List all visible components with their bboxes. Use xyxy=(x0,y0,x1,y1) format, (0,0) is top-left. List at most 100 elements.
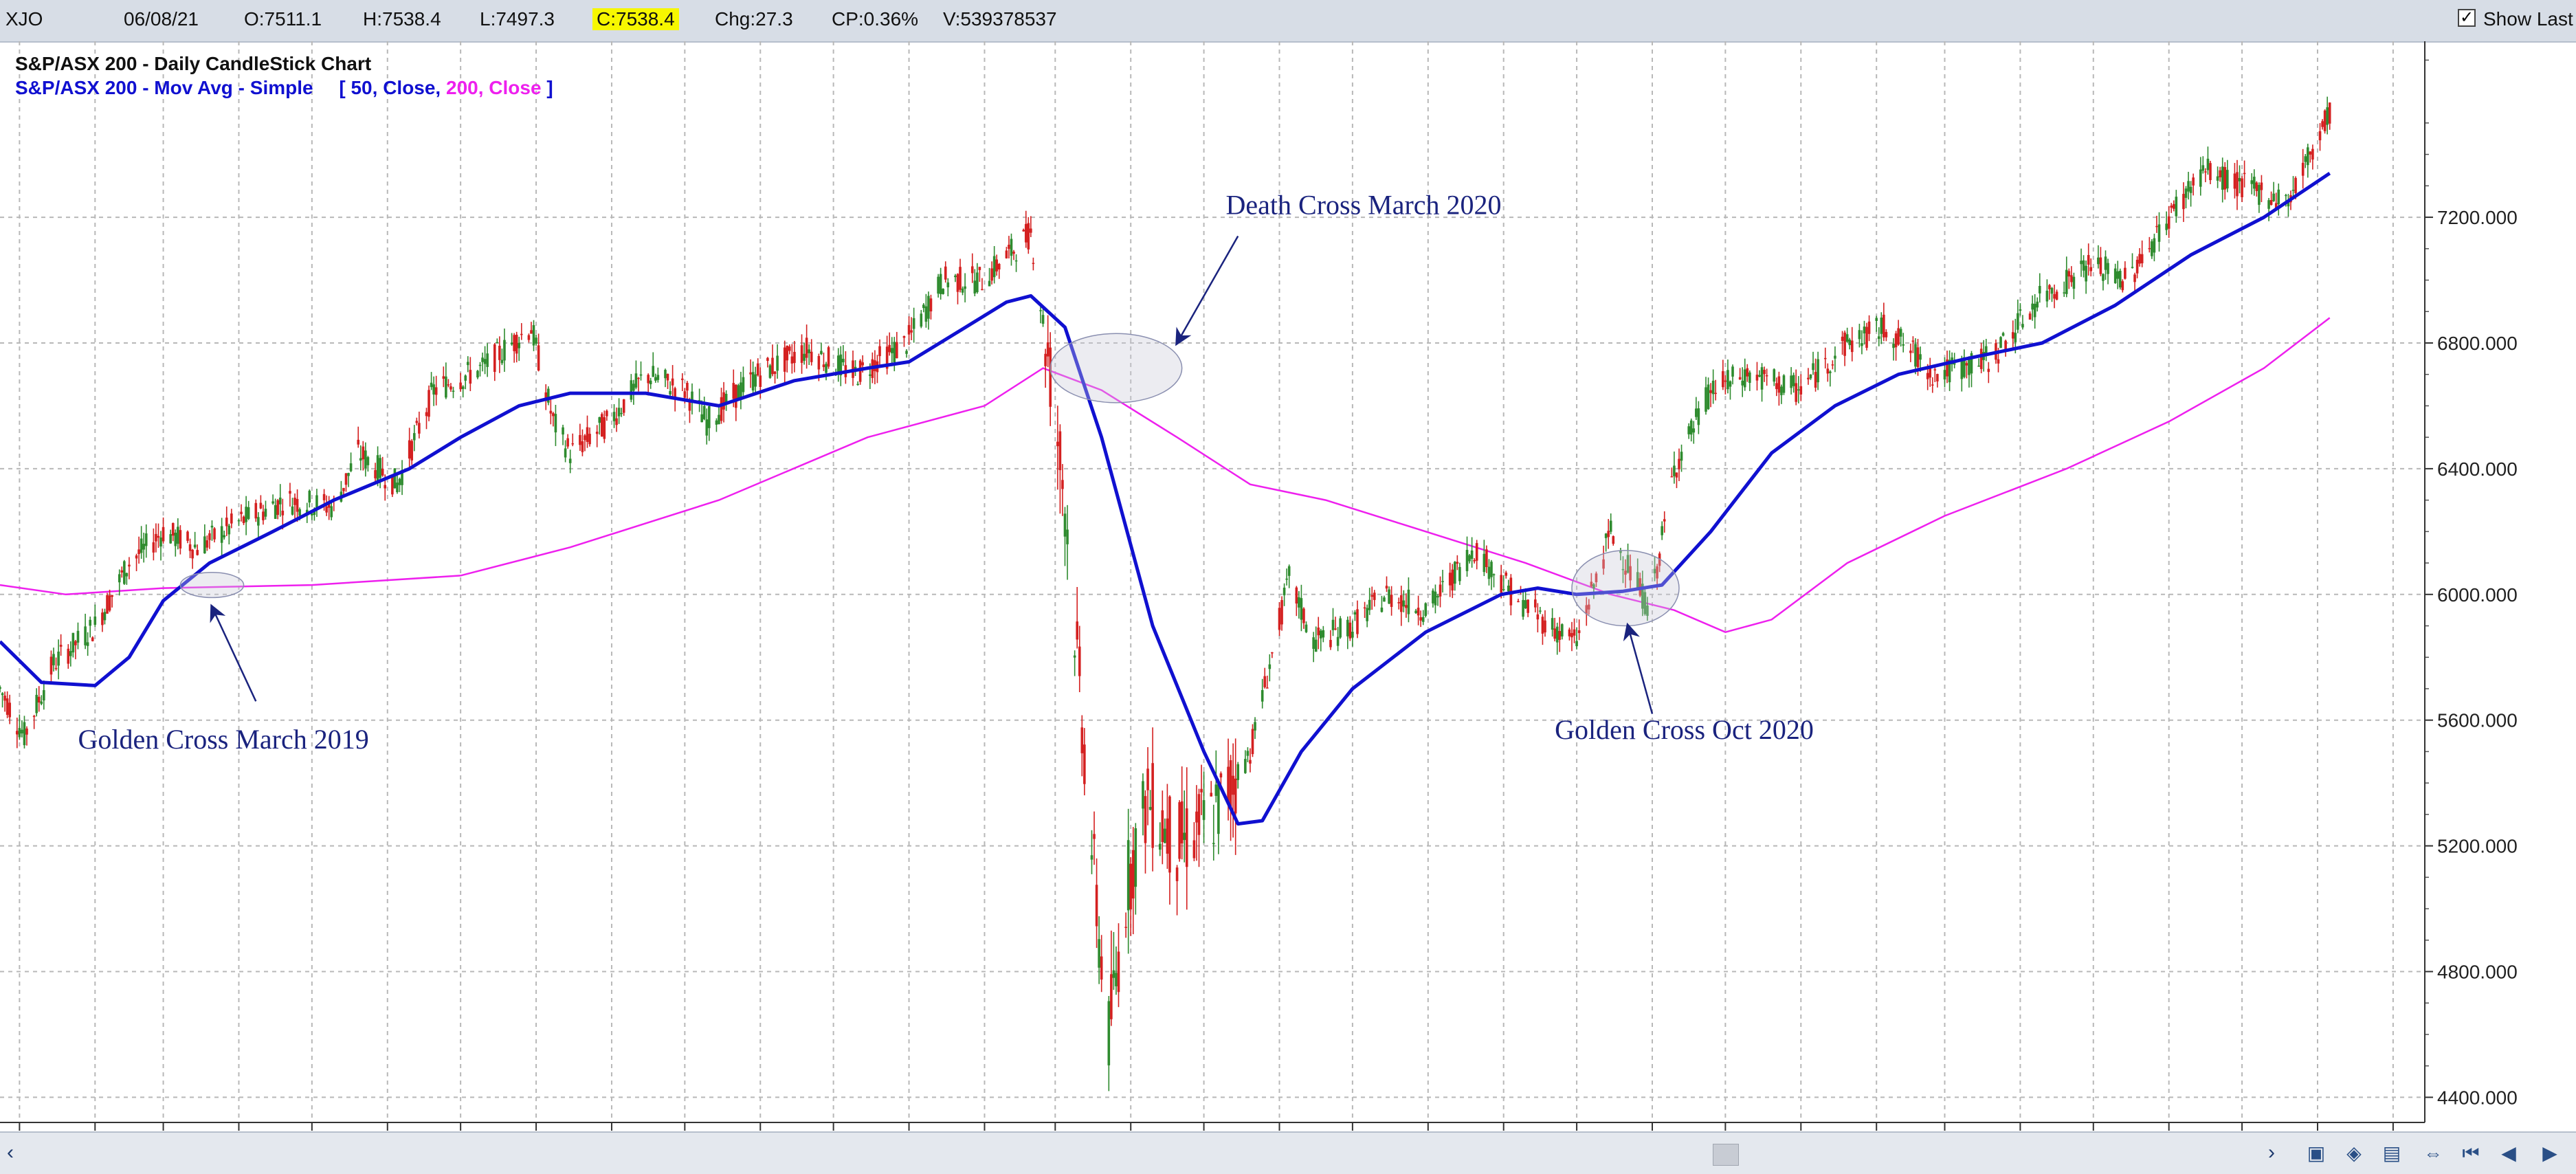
candle-body xyxy=(84,626,87,645)
candle-body xyxy=(1336,636,1340,646)
candle-body xyxy=(647,375,649,384)
candle-body xyxy=(664,370,667,379)
candle-body xyxy=(654,377,657,381)
show-last-checkbox[interactable]: ✓ xyxy=(2458,9,2476,27)
candle-body xyxy=(1865,326,1868,348)
candle-body xyxy=(298,509,301,516)
step-back-icon[interactable]: ◀ xyxy=(2501,1142,2516,1164)
candle-body xyxy=(990,268,993,281)
ma200-legend-entry: 200, Close xyxy=(446,77,542,98)
candle-body xyxy=(1782,375,1786,393)
candle-body xyxy=(1329,639,1332,647)
snapshot-icon[interactable]: ▣ xyxy=(2307,1142,2326,1164)
candle-body xyxy=(1902,344,1905,346)
candle-body xyxy=(206,540,209,548)
candle-body xyxy=(1624,571,1627,575)
candle-body xyxy=(1346,619,1349,636)
candle-body xyxy=(159,537,162,547)
x-tick-label: Sep xyxy=(2396,1130,2430,1131)
candle-body xyxy=(1246,751,1250,756)
candle-body xyxy=(2133,274,2136,283)
candle-body xyxy=(530,330,533,334)
candle-body xyxy=(262,511,265,520)
candle-body xyxy=(1107,1001,1111,1065)
crossover-ellipse xyxy=(179,572,245,599)
go-start-icon[interactable]: ⏮ xyxy=(2462,1142,2480,1164)
candle-body xyxy=(2080,261,2083,265)
low-value: L:7497.3 xyxy=(480,8,555,30)
candle-body xyxy=(1607,531,1610,538)
candle-body xyxy=(981,289,984,291)
annotation-arrow xyxy=(1175,235,1239,346)
candle-body xyxy=(1419,617,1422,621)
candle-body xyxy=(54,667,58,669)
candle-body xyxy=(140,538,143,553)
candle-body xyxy=(1678,458,1680,469)
navigation-bar: ‹ › ▣ ◈ ▤ ⇔ ⏮ ◀ ▶ xyxy=(0,1131,2576,1174)
candle-body xyxy=(481,357,484,362)
candle-body xyxy=(1863,326,1866,334)
candle-body xyxy=(1841,336,1844,342)
x-tick-label: April xyxy=(2023,1130,2061,1131)
candle-body xyxy=(1448,573,1452,586)
candle-body xyxy=(1229,760,1232,807)
candle-body xyxy=(1066,529,1069,544)
candle-body xyxy=(1473,560,1476,562)
candle-body xyxy=(432,384,435,395)
candle-body xyxy=(783,347,786,372)
candle-body xyxy=(820,351,823,355)
candle-body xyxy=(924,306,928,322)
candle-body xyxy=(291,506,294,515)
candle-body xyxy=(724,394,728,403)
candle-body xyxy=(861,362,864,366)
step-forward-icon[interactable]: ▶ xyxy=(2542,1142,2557,1164)
candle-body xyxy=(1451,569,1454,591)
print-icon[interactable]: ▤ xyxy=(2382,1142,2401,1164)
candle-body xyxy=(1746,368,1749,377)
candle-body xyxy=(1417,608,1420,616)
change-value: Chg:27.3 xyxy=(715,8,793,30)
candle-body xyxy=(357,439,360,445)
candle-body xyxy=(1858,330,1861,340)
candle-body xyxy=(1539,610,1542,612)
candle-body xyxy=(1331,619,1335,630)
candle-body xyxy=(1763,369,1766,375)
candle-body xyxy=(1602,559,1605,569)
candle-body xyxy=(1790,375,1792,388)
scroll-right-arrow[interactable]: › xyxy=(2268,1141,2275,1164)
candle-body xyxy=(2192,177,2195,186)
chart-area[interactable]: Golden Cross March 2019 Death Cross March… xyxy=(0,41,2576,1131)
candle-body xyxy=(978,267,981,270)
candle-body xyxy=(1755,375,1759,381)
candle-body xyxy=(2204,171,2207,173)
candle-body xyxy=(1797,389,1800,391)
candle-body xyxy=(1817,359,1819,383)
candle-body xyxy=(1726,370,1729,390)
candle-body xyxy=(2033,303,2036,318)
candle-body xyxy=(428,390,430,417)
candle-body xyxy=(2063,292,2066,294)
ma50-layer xyxy=(0,172,2331,826)
candle-body xyxy=(544,392,548,401)
candle-body xyxy=(671,378,674,386)
camera-icon[interactable]: ◈ xyxy=(2346,1142,2362,1164)
candle-body xyxy=(74,641,77,645)
scroll-left-arrow[interactable]: ‹ xyxy=(7,1141,14,1164)
fit-width-icon[interactable]: ⇔ xyxy=(2423,1142,2443,1164)
scrollbar-thumb[interactable] xyxy=(1713,1144,1739,1166)
candle-body xyxy=(691,391,693,401)
candle-body xyxy=(1743,369,1746,388)
open-value: O:7511.1 xyxy=(244,8,322,30)
candle-body xyxy=(527,335,531,340)
candle-body xyxy=(1175,867,1179,881)
candle-body xyxy=(1909,351,1912,353)
candle-body xyxy=(108,595,111,611)
x-tick-label: June xyxy=(390,1130,432,1131)
candle-body xyxy=(1504,573,1508,576)
candle-body xyxy=(384,485,387,489)
candle-body xyxy=(1619,550,1622,553)
candlestick-chart[interactable]: Golden Cross March 2019 Death Cross March… xyxy=(0,41,2576,1131)
candle-body xyxy=(1368,599,1371,610)
candle-body xyxy=(1936,374,1939,381)
candle-body xyxy=(1814,372,1817,388)
